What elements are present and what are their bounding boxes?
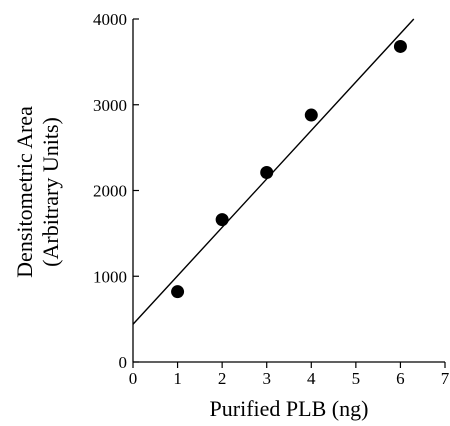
y-axis-title-line-1: Densitometric Area [12,106,37,278]
data-point [260,165,274,179]
x-tick-label: 4 [307,369,316,388]
x-tick-label: 5 [352,369,361,388]
x-tick-label: 3 [262,369,271,388]
data-point [215,213,229,227]
x-tick-label: 6 [396,369,405,388]
data-point [171,285,185,299]
y-tick-label: 1000 [93,267,127,286]
y-axis-title: Densitometric Area (Arbitrary Units) [12,106,63,278]
y-axis-title-line-2: (Arbitrary Units) [38,117,63,267]
data-point [304,108,318,122]
x-tick-label: 7 [441,369,450,388]
y-tick-label: 0 [119,353,128,372]
y-tick-label: 4000 [93,10,127,29]
x-axis-title: Purified PLB (ng) [210,396,369,421]
x-tick-label: 0 [129,369,138,388]
y-tick-label: 3000 [93,96,127,115]
fit-line [132,18,415,325]
x-tick-label: 2 [218,369,227,388]
x-tick-label: 1 [173,369,182,388]
y-tick-label: 2000 [93,182,127,201]
plot-area: 0 1000 2000 3000 4000 0 1 2 3 4 5 6 7 [93,10,450,388]
data-point [393,39,407,53]
